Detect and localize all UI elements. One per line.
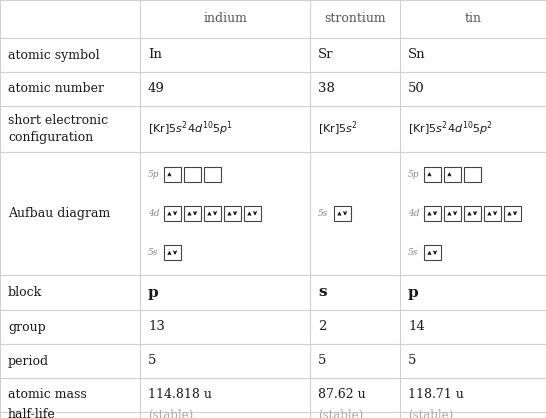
Bar <box>424 245 441 260</box>
Text: 5p: 5p <box>408 170 419 178</box>
Text: 13: 13 <box>148 321 165 334</box>
Text: atomic number: atomic number <box>8 82 104 95</box>
Bar <box>164 245 181 260</box>
Text: strontium: strontium <box>324 13 386 25</box>
Text: 49: 49 <box>148 82 165 95</box>
Text: 5: 5 <box>408 354 417 367</box>
Text: period: period <box>8 354 49 367</box>
Text: Aufbau diagram: Aufbau diagram <box>8 207 110 220</box>
Bar <box>444 206 461 221</box>
Text: 5: 5 <box>148 354 156 367</box>
Bar <box>204 167 221 182</box>
Text: (stable): (stable) <box>318 408 363 418</box>
Text: 14: 14 <box>408 321 425 334</box>
Text: 5s: 5s <box>408 248 418 257</box>
Bar <box>164 167 181 182</box>
Bar <box>204 206 221 221</box>
Text: half-life: half-life <box>8 408 56 418</box>
Bar <box>444 167 461 182</box>
Text: 5: 5 <box>318 354 327 367</box>
Text: indium: indium <box>203 13 247 25</box>
Bar <box>424 167 441 182</box>
Text: $[\mathrm{Kr}]5s^24d^{10}5p^1$: $[\mathrm{Kr}]5s^24d^{10}5p^1$ <box>148 120 233 138</box>
Text: 38: 38 <box>318 82 335 95</box>
Text: 114.818 u: 114.818 u <box>148 388 212 402</box>
Bar <box>224 206 241 221</box>
Text: atomic mass: atomic mass <box>8 388 87 402</box>
Text: p: p <box>408 285 419 300</box>
Bar <box>484 206 501 221</box>
Bar <box>334 206 351 221</box>
Text: atomic symbol: atomic symbol <box>8 48 99 61</box>
Text: (stable): (stable) <box>148 408 193 418</box>
Text: 87.62 u: 87.62 u <box>318 388 366 402</box>
Text: tin: tin <box>465 13 482 25</box>
Text: 5s: 5s <box>148 248 158 257</box>
Text: $[\mathrm{Kr}]5s^24d^{10}5p^2$: $[\mathrm{Kr}]5s^24d^{10}5p^2$ <box>408 120 493 138</box>
Text: 2: 2 <box>318 321 327 334</box>
Text: p: p <box>148 285 159 300</box>
Text: block: block <box>8 286 42 299</box>
Text: $[\mathrm{Kr}]5s^2$: $[\mathrm{Kr}]5s^2$ <box>318 120 358 138</box>
Text: group: group <box>8 321 46 334</box>
Bar <box>184 206 201 221</box>
Text: 50: 50 <box>408 82 425 95</box>
Text: 5s: 5s <box>318 209 328 218</box>
Text: (stable): (stable) <box>408 408 453 418</box>
Bar <box>164 206 181 221</box>
Bar <box>464 167 481 182</box>
Text: In: In <box>148 48 162 61</box>
Bar <box>244 206 261 221</box>
Text: 4d: 4d <box>148 209 159 218</box>
Text: 5p: 5p <box>148 170 159 178</box>
Text: Sn: Sn <box>408 48 426 61</box>
Text: Sr: Sr <box>318 48 334 61</box>
Bar <box>424 206 441 221</box>
Text: s: s <box>318 285 327 300</box>
Bar <box>184 167 201 182</box>
Text: 4d: 4d <box>408 209 419 218</box>
Bar <box>464 206 481 221</box>
Bar <box>504 206 521 221</box>
Text: 118.71 u: 118.71 u <box>408 388 464 402</box>
Text: short electronic
configuration: short electronic configuration <box>8 114 108 144</box>
